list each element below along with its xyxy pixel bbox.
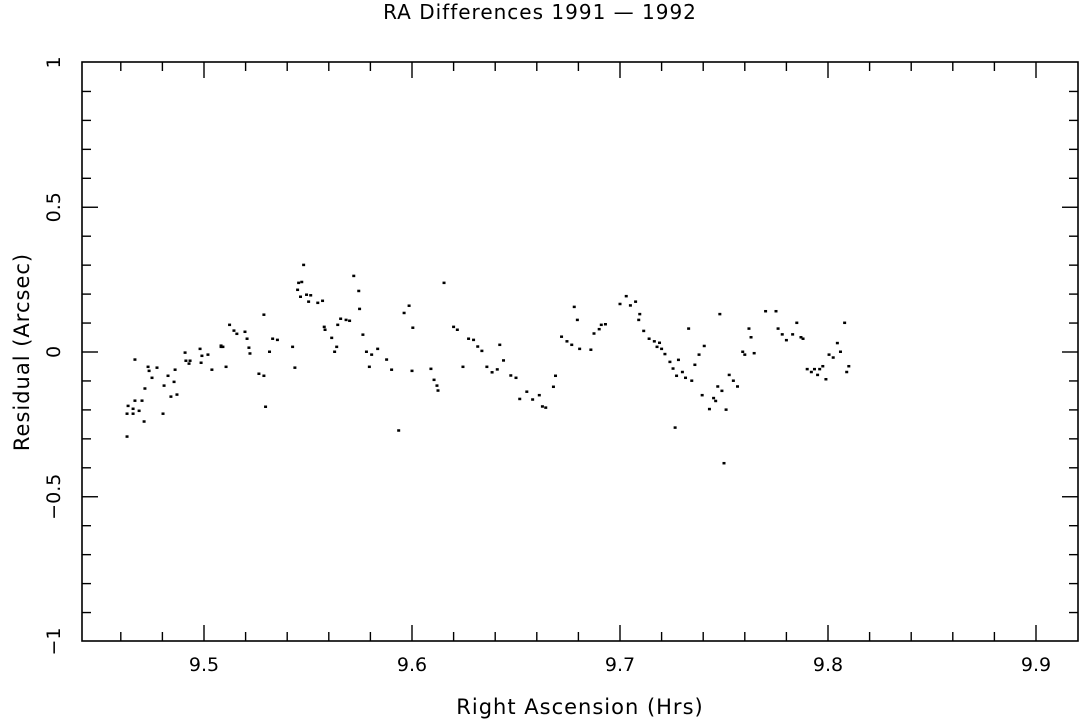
plot-frame: [81, 61, 1079, 642]
y-tick-label: 0: [43, 346, 65, 358]
x-tick-label: 9.8: [813, 654, 843, 676]
y-tick-label: 1: [43, 56, 65, 68]
y-tick-label: −1: [43, 627, 65, 655]
y-tick-label: 0.5: [43, 192, 65, 222]
chart-title: RA Differences 1991 — 1992: [383, 0, 697, 24]
y-tick-label: −0.5: [43, 474, 65, 520]
x-tick-label: 9.5: [189, 654, 219, 676]
x-tick-label: 9.6: [397, 654, 427, 676]
x-tick-label: 9.7: [605, 654, 635, 676]
x-tick-label: 9.9: [1021, 654, 1051, 676]
data-points: [125, 263, 851, 465]
y-axis-label: Residual (Arcsec): [10, 252, 34, 452]
x-axis-label: Right Ascension (Hrs): [456, 695, 704, 719]
